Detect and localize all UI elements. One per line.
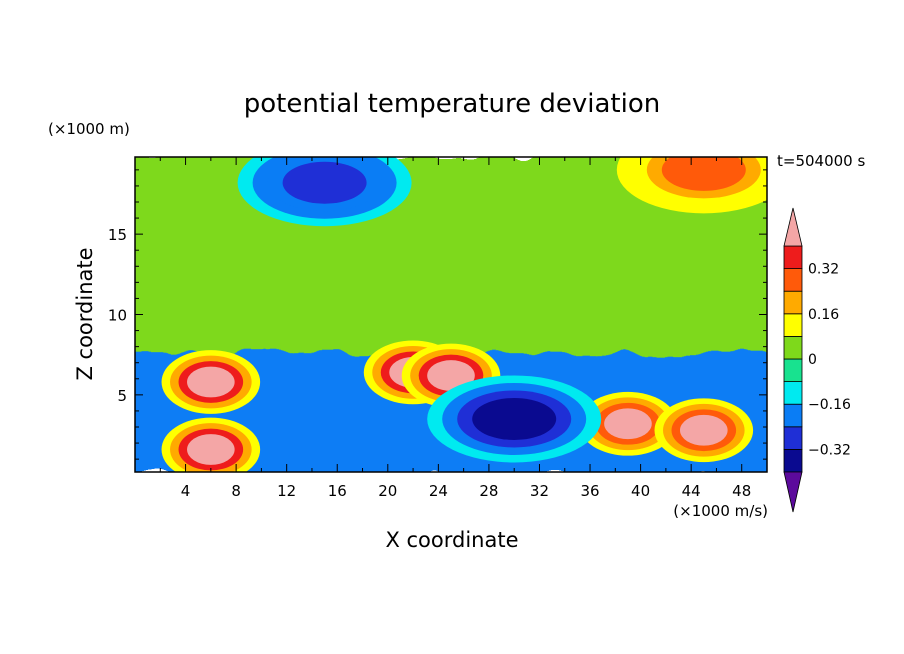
x-tick-label: 48 xyxy=(732,482,751,500)
contour-level xyxy=(282,161,367,204)
field-feature xyxy=(237,157,412,227)
colorbar-swatch xyxy=(783,448,803,473)
field-feature xyxy=(616,157,767,214)
colorbar-swatch xyxy=(783,313,803,337)
x-tick-label: 44 xyxy=(682,482,701,500)
contour-field xyxy=(135,157,767,472)
time-label: t=504000 s xyxy=(777,152,865,170)
colorbar-swatch xyxy=(783,268,803,292)
x-tick-label: 20 xyxy=(378,482,397,500)
contour-level xyxy=(187,366,235,398)
x-axis-label: X coordinate xyxy=(385,528,518,552)
colorbar-label: −0.16 xyxy=(808,397,851,413)
colorbar-swatch xyxy=(783,358,803,383)
colorbar-label: 0.32 xyxy=(808,262,839,278)
x-tick-label: 8 xyxy=(231,482,241,500)
y-axis-label: Z coordinate xyxy=(73,247,97,380)
contour-level xyxy=(680,414,728,446)
x-tick-label: 40 xyxy=(631,482,650,500)
y-tick-label: 10 xyxy=(108,307,127,325)
field-band xyxy=(135,200,767,357)
x-tick-label: 36 xyxy=(580,482,599,500)
colorbar-swatch xyxy=(783,426,803,450)
colorbar-extend-max xyxy=(783,207,803,247)
colorbar-label: 0.16 xyxy=(808,307,839,323)
colorbar-extend-min xyxy=(783,471,803,513)
colorbar: 0.32 0.16 0 −0.16 −0.32 xyxy=(783,207,851,513)
colorbar-swatch xyxy=(783,403,803,428)
x-tick-label: 12 xyxy=(277,482,296,500)
field-feature xyxy=(161,417,261,472)
contour-level xyxy=(472,397,557,440)
colorbar-swatch xyxy=(783,335,803,360)
colorbar-label: 0 xyxy=(808,352,817,368)
y-tick-label: 15 xyxy=(108,226,127,244)
x-tick-label: 24 xyxy=(429,482,448,500)
contour-level xyxy=(427,360,475,391)
field-feature xyxy=(578,391,678,456)
contour-level xyxy=(661,157,746,191)
x-tick-label: 4 xyxy=(181,482,191,500)
field-feature xyxy=(161,350,261,414)
field-feature xyxy=(654,398,754,463)
x-tick-label: 32 xyxy=(530,482,549,500)
x-tick-label: 16 xyxy=(328,482,347,500)
y-axis: 5 10 15 xyxy=(108,169,767,460)
x-tick-label: 28 xyxy=(479,482,498,500)
field-feature xyxy=(427,375,602,463)
colorbar-swatch xyxy=(783,245,803,270)
colorbar-swatch xyxy=(783,381,803,405)
y-tick-label: 5 xyxy=(117,387,127,405)
chart-title: potential temperature deviation xyxy=(244,89,660,119)
colorbar-label: −0.32 xyxy=(808,442,851,458)
contour-level xyxy=(604,408,652,440)
colorbar-swatch xyxy=(783,290,803,315)
x-axis: 4 8 12 16 20 24 28 32 36 40 44 48 xyxy=(159,157,751,500)
contour-level xyxy=(187,434,235,465)
y-units-label: (×1000 m) xyxy=(48,120,130,138)
x-axis-units: (×1000 m/s) xyxy=(673,502,768,520)
